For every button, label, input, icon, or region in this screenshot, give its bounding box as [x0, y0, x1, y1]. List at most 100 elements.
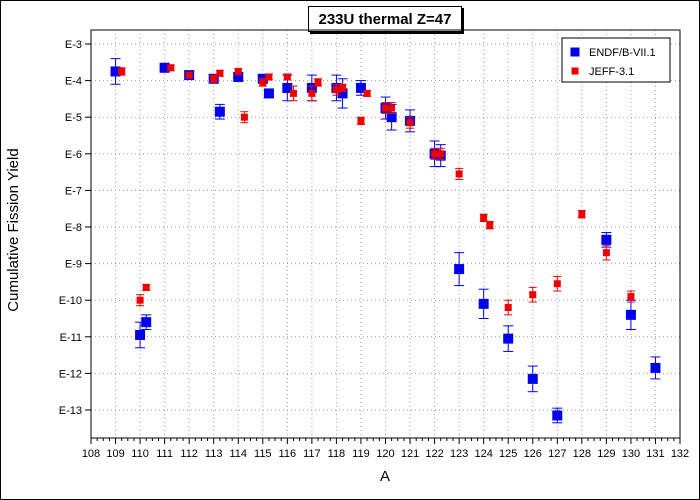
x-tick-label: 130: [622, 448, 640, 460]
jeff-point: [308, 89, 316, 97]
x-tick-label: 127: [548, 448, 566, 460]
x-tick-label: 114: [229, 448, 247, 460]
endf-point: [650, 362, 661, 373]
endf-point: [625, 309, 636, 320]
x-tick-label: 132: [671, 448, 689, 460]
x-tick-label: 124: [474, 448, 492, 460]
endf-point: [135, 329, 146, 340]
x-tick-label: 131: [646, 448, 664, 460]
jeff-point: [553, 280, 561, 288]
jeff-point: [210, 75, 218, 83]
jeff-point: [265, 73, 273, 81]
endf-point: [282, 82, 293, 93]
y-tick-label: E-6: [65, 149, 82, 161]
jeff-point: [185, 71, 193, 79]
endf-point: [552, 410, 563, 421]
endf-point: [527, 373, 538, 384]
jeff-point: [142, 283, 150, 291]
grid-lines: [91, 30, 680, 438]
x-tick-label: 129: [597, 448, 615, 460]
jeff-point: [486, 221, 494, 229]
jeff-point: [283, 73, 291, 81]
x-tick-label: 112: [180, 448, 198, 460]
jeff-point: [167, 64, 175, 72]
jeff-point: [240, 113, 248, 121]
x-tick-label: 116: [279, 448, 297, 460]
jeff-point: [332, 86, 340, 94]
jeff-point: [314, 78, 322, 86]
jeff-point: [259, 78, 267, 86]
endf-point: [214, 106, 225, 117]
x-tick-label: 121: [401, 448, 419, 460]
x-tick-label: 125: [499, 448, 517, 460]
y-tick-label: E-9: [65, 259, 82, 271]
jeff-point: [406, 119, 414, 127]
y-tick-label: E-7: [65, 185, 82, 197]
jeff-point: [216, 69, 224, 77]
x-tick-label: 123: [450, 448, 468, 460]
y-tick-label: E-10: [59, 295, 82, 307]
x-tick-label: 113: [205, 448, 223, 460]
x-axis-title: A: [380, 468, 390, 485]
jeff-point: [627, 293, 635, 301]
endf-point: [337, 88, 348, 99]
y-tick-label: E-12: [59, 368, 82, 380]
jeff-point: [363, 89, 371, 97]
y-tick-label: E-13: [59, 405, 82, 417]
y-tick-label: E-5: [65, 112, 82, 124]
y-tick-label: E-8: [65, 222, 82, 234]
jeff-point: [504, 304, 512, 312]
jeff-point: [455, 170, 463, 178]
jeff-point: [388, 104, 396, 112]
jeff-point: [289, 89, 297, 97]
endf-point: [454, 264, 465, 275]
x-tick-label: 119: [352, 448, 370, 460]
jeff-point: [578, 210, 586, 218]
x-tick-label: 126: [524, 448, 542, 460]
x-tick-label: 110: [131, 448, 149, 460]
y-tick-label: E-3: [65, 39, 82, 51]
endf-point: [110, 66, 121, 77]
y-tick-label: E-11: [60, 332, 82, 344]
legend: ENDF/B-VII.1 JEFF-3.1: [561, 37, 671, 83]
endf-point: [386, 112, 397, 123]
jeff-point: [437, 150, 445, 158]
axes: 108 109 110 111 112 113 114 115 116 117 118 119 120 1…: [59, 29, 689, 460]
jeff-point: [529, 291, 537, 299]
x-tick-label: 108: [82, 448, 100, 460]
endf-point: [141, 317, 152, 328]
jeff-point: [118, 67, 126, 75]
jeff-point: [382, 104, 389, 112]
endf-point: [263, 88, 274, 99]
legend-marker: [571, 67, 579, 75]
x-tick-label: 120: [376, 448, 394, 460]
jeff-point: [234, 67, 242, 75]
legend-box: [561, 37, 671, 83]
jeff-point: [136, 296, 144, 304]
endf-point: [159, 62, 170, 73]
x-tick-label: 128: [573, 448, 591, 460]
endf-point: [233, 71, 244, 82]
endf-point: [601, 234, 612, 245]
x-tick-label: 118: [328, 448, 346, 460]
x-tick-label: 117: [303, 448, 321, 460]
x-tick-label: 122: [425, 448, 443, 460]
data-marks: [110, 58, 661, 424]
endf-point: [478, 298, 489, 309]
jeff-point: [480, 214, 488, 222]
y-axis-title: Cumulative Fission Yield: [5, 148, 22, 311]
jeff-point: [602, 249, 610, 257]
chart-title: 233U thermal Z=47: [308, 6, 462, 32]
jeff-point: [339, 84, 347, 92]
x-tick-label: 115: [254, 448, 272, 460]
legend-label: ENDF/B-VII.1: [589, 47, 656, 59]
legend-marker: [570, 47, 580, 57]
y-tick-label: E-4: [65, 76, 82, 88]
x-tick-label: 111: [156, 448, 173, 460]
legend-label: JEFF-3.1: [589, 66, 634, 78]
endf-point: [355, 82, 366, 93]
jeff-point: [431, 150, 439, 158]
jeff-point: [357, 117, 365, 125]
x-tick-label: 109: [106, 448, 124, 460]
